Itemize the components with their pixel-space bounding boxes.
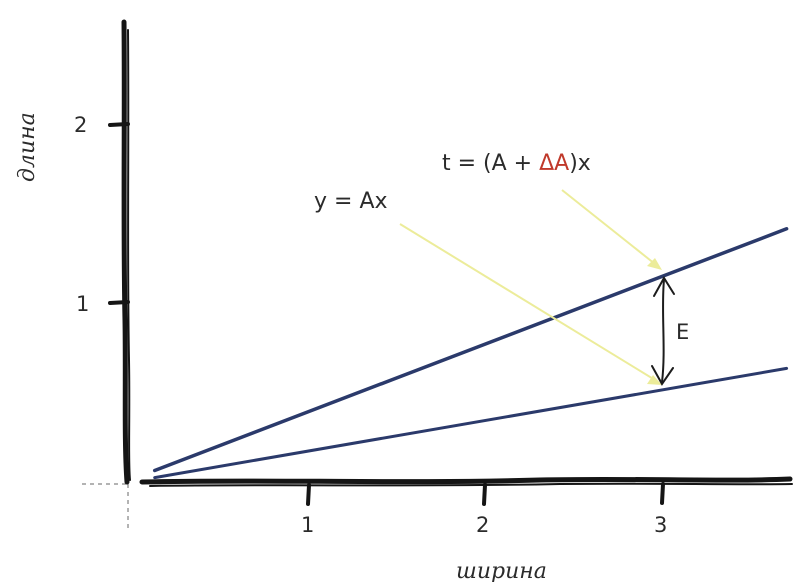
- upper-pointer-line: [561, 189, 656, 265]
- upper-pointer-arrowhead: [647, 258, 662, 270]
- y-tick-1-mark: [108, 300, 130, 305]
- y-axis: [121, 19, 130, 485]
- error-arrow-bottom-head: [651, 365, 674, 386]
- data-lines: [152, 227, 789, 480]
- upper-equation-prefix: t = (A +: [442, 151, 539, 176]
- y-axis-shade: [127, 29, 131, 481]
- upper-equation-delta: ΔA: [539, 151, 569, 176]
- lower-equation-label: y = Ax: [314, 189, 388, 214]
- x-axis-title: ширина: [456, 559, 547, 582]
- upper-fit-line: [152, 227, 789, 473]
- error-label: E: [676, 320, 689, 344]
- error-arrow-shaft: [661, 279, 665, 383]
- y-axis-title: длина: [15, 112, 40, 182]
- x-tick-label-1: 1: [301, 513, 314, 537]
- x-tick-label-2: 2: [476, 513, 489, 537]
- upper-equation-suffix: )x: [569, 151, 591, 176]
- y-tick-label-2: 2: [74, 113, 87, 137]
- y-tick-label-1: 1: [76, 292, 89, 316]
- x-tick-1-mark: [306, 483, 311, 506]
- pointer-arrows: [399, 189, 662, 385]
- error-double-arrow: [651, 276, 675, 386]
- lower-pointer-arrowhead: [647, 375, 662, 385]
- y-tick-2-mark: [108, 122, 130, 127]
- x-tick-3-mark: [660, 482, 665, 505]
- lower-fit-line: [153, 366, 789, 480]
- error-arrow-top-head: [653, 276, 675, 297]
- x-tick-2-mark: [482, 483, 487, 506]
- x-axis: [139, 476, 793, 485]
- upper-equation-label: t = (A + ΔA)x: [442, 151, 591, 176]
- lower-pointer-line: [399, 223, 656, 381]
- x-tick-label-3: 3: [654, 513, 667, 537]
- x-axis-shade: [149, 482, 793, 487]
